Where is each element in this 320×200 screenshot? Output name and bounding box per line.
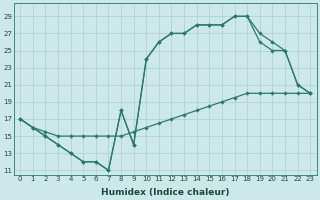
X-axis label: Humidex (Indice chaleur): Humidex (Indice chaleur) (101, 188, 229, 197)
